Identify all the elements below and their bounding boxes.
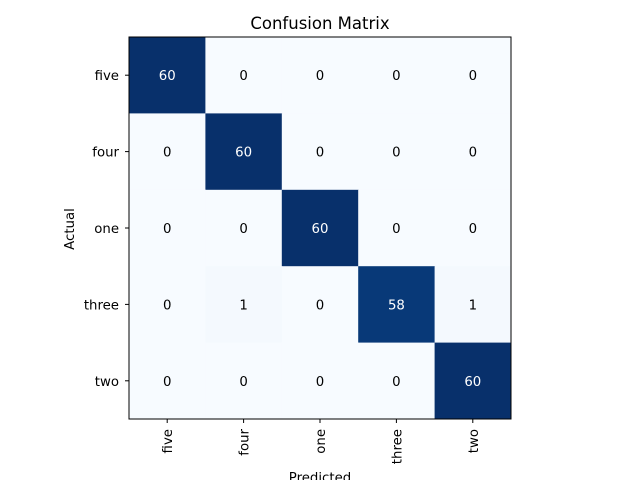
heatmap-cell [434,189,512,267]
y-tick-label: three [84,298,119,313]
x-axis-label: Predicted [289,471,351,480]
cell-value-label: 60 [312,222,329,237]
y-axis-ticks: five four one three two [84,69,129,390]
y-tick-label: two [95,375,119,390]
y-tick-label: five [95,69,119,84]
x-axis-ticks: five four one three two [161,419,482,464]
cell-value-label: 0 [392,69,400,84]
cell-value-label: 0 [392,222,400,237]
heatmap-cell [358,37,436,114]
heatmap-cell [205,342,283,420]
cell-value-label: 0 [316,298,324,313]
heatmap-cell [205,189,283,267]
cell-value-label: 0 [316,146,324,161]
y-tick-label: one [94,222,119,237]
cell-value-label: 1 [469,298,477,313]
heatmap-cell [205,113,283,191]
y-tick-label: four [92,146,119,161]
cell-value-label: 1 [239,298,247,313]
heatmap-cells [129,37,512,420]
cell-value-label: 0 [469,222,477,237]
heatmap-cell [281,37,359,114]
cell-value-label: 58 [388,298,405,313]
heatmap-cell [205,266,283,344]
heatmap-cell [434,266,512,344]
cell-value-label: 0 [163,375,171,390]
heatmap-cell [434,37,512,114]
heatmap-cell [129,113,206,191]
cell-value-label: 60 [464,375,481,390]
heatmap-cell [281,266,359,344]
x-tick-label: five [161,429,176,453]
heatmap-cell [205,37,283,114]
heatmap-cell [358,189,436,267]
heatmap-cell [434,342,512,420]
heatmap-cell [358,342,436,420]
cell-value-labels: 60 0 0 0 0 0 60 0 0 0 0 0 60 0 0 0 1 0 58 1 0 0 0 0 60 [159,69,482,390]
cell-value-label: 0 [316,375,324,390]
heatmap-cell [358,113,436,191]
heatmap-cell [129,342,206,420]
cell-value-label: 0 [469,146,477,161]
x-tick-label: three [390,429,405,464]
cell-value-label: 0 [316,69,324,84]
x-tick-label: one [314,429,329,454]
cell-value-label: 0 [239,69,247,84]
chart-title: Confusion Matrix [250,14,390,33]
cell-value-label: 0 [163,146,171,161]
cell-value-label: 0 [239,222,247,237]
heatmap-cell [358,266,436,344]
cell-value-label: 0 [239,375,247,390]
heatmap-cell [129,37,206,114]
cell-value-label: 0 [392,146,400,161]
heatmap-cell [281,113,359,191]
heatmap-cell [281,189,359,267]
heatmap-cell [434,113,512,191]
cell-value-label: 0 [469,69,477,84]
cell-value-label: 0 [392,375,400,390]
heatmap-cell [129,189,206,267]
cell-value-label: 60 [235,146,252,161]
heatmap-cell [281,342,359,420]
x-tick-label: two [467,429,482,453]
y-axis-label: Actual [63,208,78,250]
cell-value-label: 0 [163,298,171,313]
heatmap-cell [129,266,206,344]
x-tick-label: four [238,428,253,455]
cell-value-label: 60 [159,69,176,84]
cell-value-label: 0 [163,222,171,237]
